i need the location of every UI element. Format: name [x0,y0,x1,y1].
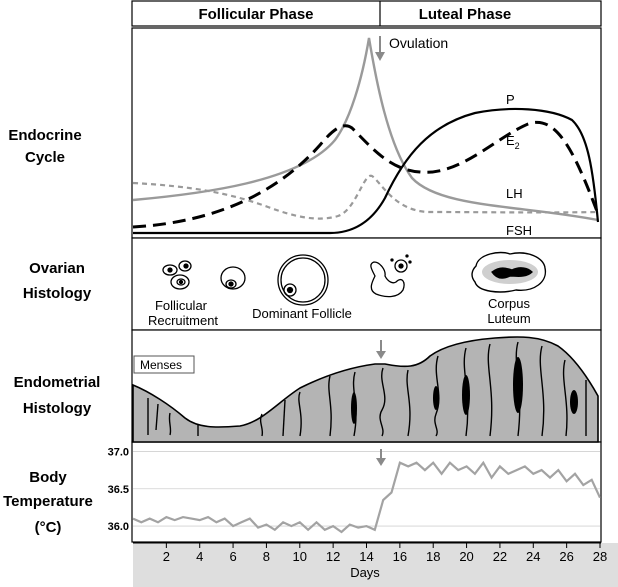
phase-header: Follicular Phase Luteal Phase [131,0,602,27]
endometrium-tissue [132,336,599,443]
endocrine-label-2: Cycle [25,149,65,166]
lh-curve [132,37,599,222]
corpus-luteum-icon [471,251,547,293]
temperature-ovulation-arrow-head [376,458,386,466]
x-tick-label: 22 [493,549,507,564]
fsh-label: FSH [506,223,532,238]
ovarian-labels: Follicular Recruitment Dominant Follicle… [148,296,531,328]
ovulation-arrow-head [375,52,385,61]
follicular-recruitment-label-1: Follicular [155,298,208,313]
fsh-curve [132,174,599,220]
temperature-y-ticks: 37.0 36.5 36.0 [108,446,129,533]
menses-box: Menses [133,355,195,374]
e2-label-sub: 2 [515,141,520,151]
e2-label: E2 [506,133,520,151]
ovarian-label-2: Histology [23,285,92,302]
temperature-y-tick-label: 37.0 [108,446,129,458]
x-tick-label: 10 [293,549,307,564]
x-tick-label: 2 [163,549,170,564]
x-tick-label: 4 [196,549,203,564]
ovulation-label: Ovulation [389,35,448,51]
endometrial-label-1: Endometrial [14,374,101,391]
endometrial-label-2: Histology [23,400,92,417]
hormone-curves [132,37,600,235]
x-tick-label: 8 [263,549,270,564]
x-axis-band [133,543,618,587]
menses-label: Menses [140,358,182,372]
follicular-phase-label: Follicular Phase [198,6,313,23]
endometrial-ovulation-arrow [376,340,386,359]
follicular-recruitment-label-2: Recruitment [148,313,218,328]
x-tick-group: 2 4 6 8 10 12 14 16 18 20 22 24 26 28 [163,543,607,564]
p-curve [133,107,600,235]
temperature-y-tick-label: 36.0 [108,521,129,533]
dark-glands [351,357,578,424]
dominant-follicle-icon [277,254,329,306]
luteal-phase-label: Luteal Phase [419,6,512,23]
ovarian-histology [162,251,547,306]
x-tick-label: 6 [229,549,236,564]
ruptured-follicle-icon [370,254,412,298]
temperature-y-tick-label: 36.5 [108,484,129,496]
x-tick-label: 24 [526,549,540,564]
days-label: Days [350,565,380,580]
e2-label-main: E [506,133,515,148]
x-axis: 2 4 6 8 10 12 14 16 18 20 22 24 26 28 Days [133,542,618,587]
small-follicles-icon [162,260,246,290]
temperature-label-2: Temperature [3,493,93,510]
e2-curve [132,120,600,229]
x-tick-label: 14 [359,549,373,564]
temperature-label-1: Body [29,469,67,486]
corpus-luteum-label-1: Corpus [488,296,530,311]
x-tick-label: 20 [459,549,473,564]
x-tick-label: 28 [593,549,607,564]
row-labels: Endocrine Cycle Ovarian Histology Endome… [3,127,100,536]
temperature-series-line [132,460,601,534]
p-label: P [506,92,515,107]
dominant-follicle-label: Dominant Follicle [252,306,352,321]
temperature-label-3: (°C) [35,519,62,536]
hormone-labels: Ovulation P E2 LH FSH [375,35,532,238]
x-tick-label: 26 [559,549,573,564]
x-tick-label: 12 [326,549,340,564]
x-tick-label: 18 [426,549,440,564]
corpus-luteum-label-2: Luteum [487,311,530,326]
endocrine-panel [131,27,602,239]
temperature-chart: 37.0 36.5 36.0 [108,446,601,534]
ovarian-label-1: Ovarian [29,260,85,277]
endometrium-drawing [132,336,599,443]
endocrine-label-1: Endocrine [8,127,81,144]
lh-label: LH [506,186,523,201]
x-tick-label: 16 [393,549,407,564]
